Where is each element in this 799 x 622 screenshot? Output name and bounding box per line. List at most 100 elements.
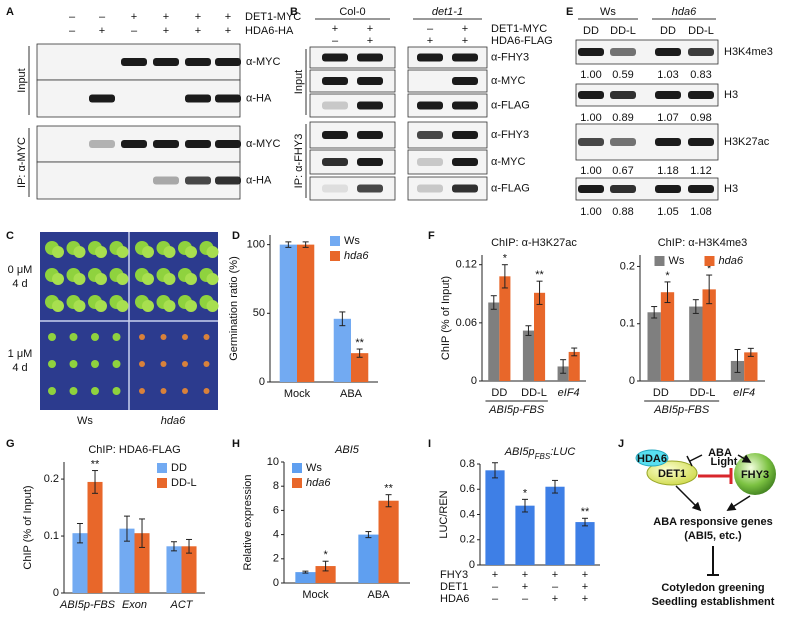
quant-value: 0.88 <box>612 206 633 218</box>
title-part: FBS <box>535 452 551 461</box>
bar <box>689 306 703 381</box>
seedling <box>182 388 188 394</box>
error-bar <box>651 306 658 319</box>
genotype-label: Ws <box>600 6 616 18</box>
significance: ** <box>384 483 393 495</box>
seedling <box>142 300 154 312</box>
y-tick-label: 6 <box>273 504 279 516</box>
error-bar <box>92 470 99 494</box>
blot <box>407 69 488 93</box>
error-bar <box>734 349 741 373</box>
section-label: IP: α-MYC <box>16 137 28 188</box>
band <box>417 101 443 110</box>
condition-label: DET1-MYC <box>245 11 301 23</box>
blot <box>309 69 396 93</box>
seedling <box>95 300 107 312</box>
seedling <box>95 246 107 258</box>
legend-label: hda6 <box>719 255 744 267</box>
band <box>688 48 714 56</box>
band <box>215 140 241 148</box>
band <box>578 91 604 99</box>
y-tick-label: 0 <box>471 375 477 387</box>
band <box>578 185 604 193</box>
band <box>610 185 636 193</box>
error-bar <box>302 241 309 248</box>
blot <box>309 46 396 69</box>
sign: + <box>225 11 231 23</box>
band <box>610 48 636 56</box>
panel-letter: E <box>566 6 573 18</box>
y-tick-label: 4 <box>273 529 279 541</box>
error-bar <box>552 479 558 494</box>
significance: * <box>707 263 712 275</box>
band <box>121 58 147 66</box>
antibody-label: α-HA <box>246 92 272 104</box>
sign: + <box>582 569 588 581</box>
seedling <box>73 246 86 258</box>
bar <box>744 352 758 381</box>
seedling <box>185 300 197 312</box>
panel-letter: J <box>618 438 624 450</box>
band <box>185 58 211 66</box>
bar <box>295 572 316 583</box>
quant-value: 1.00 <box>580 112 601 124</box>
seedling <box>163 300 176 312</box>
y-tick-label: 8 <box>273 480 279 492</box>
band <box>322 101 348 110</box>
band <box>185 140 211 148</box>
error-bar <box>365 531 372 539</box>
band <box>578 138 604 146</box>
chart-title: ABI5 <box>334 444 360 456</box>
section-label: Input <box>293 70 305 94</box>
blot <box>309 93 396 118</box>
band <box>322 184 348 193</box>
error-bar <box>692 299 699 314</box>
band <box>655 48 681 56</box>
quant-value: 0.59 <box>612 69 633 81</box>
lane-label: DD <box>583 25 599 37</box>
seedling <box>160 334 167 340</box>
x-tick-label: ABI5p-FBS <box>59 599 116 611</box>
seedling <box>52 300 64 312</box>
band <box>153 58 179 66</box>
panel-letter: A <box>6 6 14 18</box>
band <box>89 94 115 103</box>
bar <box>545 486 565 565</box>
seedling <box>203 361 210 367</box>
panel-letter: G <box>6 438 15 450</box>
blot <box>407 176 488 201</box>
band <box>153 140 179 148</box>
sign: – <box>427 23 434 35</box>
legend-label: DD-L <box>171 477 197 489</box>
seedling <box>182 361 188 367</box>
significance: ** <box>355 337 364 349</box>
sign: + <box>163 11 169 23</box>
seedling <box>112 360 121 368</box>
y-tick-label: 50 <box>253 307 265 319</box>
error-bar <box>285 241 292 248</box>
panel-letter: D <box>232 230 240 242</box>
band <box>688 138 714 146</box>
seedling <box>91 333 99 341</box>
x-tick-label: DD <box>653 387 669 399</box>
y-tick-label: 0 <box>259 376 265 388</box>
seedling <box>139 388 145 394</box>
arrow <box>675 485 702 512</box>
blot <box>309 176 396 201</box>
seedling <box>112 387 121 395</box>
sign: – <box>492 593 499 605</box>
sign: – <box>99 11 106 23</box>
condition-label: HDA6-HA <box>245 25 294 37</box>
legend-label: hda6 <box>306 477 331 489</box>
blot <box>575 177 719 201</box>
band <box>322 77 348 85</box>
y-tick-label: 10 <box>267 456 279 468</box>
bar <box>297 244 315 382</box>
arrow <box>737 454 752 463</box>
band <box>610 91 636 99</box>
legend-label: DD <box>171 462 187 474</box>
y-axis-label: ChIP (% of Input) <box>22 485 34 569</box>
legend-label: Ws <box>306 462 322 474</box>
group-label: ABI5p-FBS <box>653 404 710 416</box>
